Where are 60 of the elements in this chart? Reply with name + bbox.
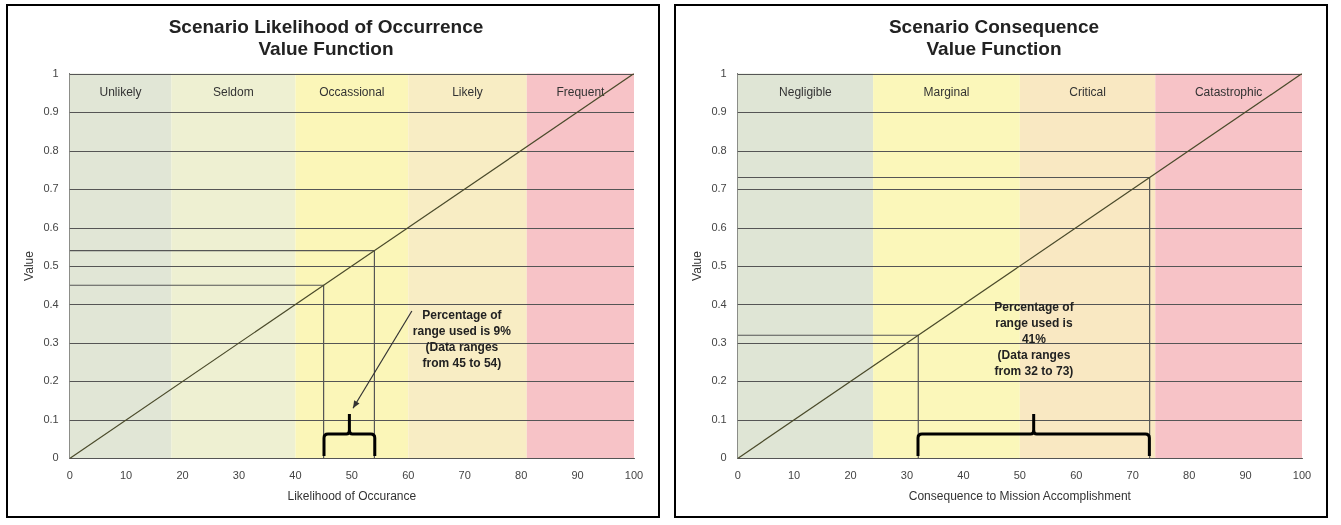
y-tick-label: 0.1 (711, 412, 727, 425)
y-tick-label: 1 (720, 66, 727, 79)
x-tick-label: 100 (1292, 469, 1312, 482)
chart-title: Scenario Consequence Value Function (888, 15, 1100, 60)
y-tick-label: 0.7 (711, 182, 727, 195)
x-axis-title: Likelihood of Occurance (287, 489, 417, 504)
x-tick-label: 40 (957, 469, 970, 482)
y-tick-label: 0.3 (43, 335, 59, 348)
x-tick-label: 40 (289, 469, 302, 482)
y-tick-label: 0.9 (43, 105, 59, 118)
y-tick-label: 0.4 (43, 297, 59, 310)
y-tick-label: 0 (720, 451, 727, 464)
y-tick-label: 0.6 (711, 220, 727, 233)
x-tick-label: 10 (120, 469, 133, 482)
y-tick-label: 0.5 (43, 259, 59, 272)
y-tick-label: 0.4 (711, 297, 727, 310)
y-tick-label: 1 (52, 66, 59, 79)
x-tick-label: 90 (571, 469, 584, 482)
x-tick-label: 70 (1126, 469, 1139, 482)
band-label: Negligible (779, 84, 833, 99)
band-label: Unlikely (99, 84, 142, 99)
y-tick-label: 0.8 (711, 143, 727, 156)
x-tick-label: 10 (788, 469, 801, 482)
band-label: Seldom (213, 84, 254, 99)
y-tick-label: 0.8 (43, 143, 59, 156)
x-tick-label: 60 (1070, 469, 1083, 482)
y-tick-label: 0 (52, 451, 59, 464)
x-tick-label: 50 (1013, 469, 1026, 482)
y-axis-title: Value (689, 250, 704, 281)
y-tick-label: 0.7 (43, 182, 59, 195)
band-label: Occassional (319, 84, 385, 99)
x-tick-label: 0 (734, 469, 741, 482)
x-tick-label: 80 (515, 469, 528, 482)
y-tick-label: 0.5 (711, 259, 727, 272)
band-label: Marginal (923, 84, 970, 99)
y-tick-label: 0.6 (43, 220, 59, 233)
x-tick-label: 60 (402, 469, 415, 482)
chart-title: Scenario Likelihood of Occurrence Value Function (168, 15, 484, 60)
x-tick-label: 30 (900, 469, 914, 482)
x-tick-label: 70 (458, 469, 471, 482)
x-tick-label: 80 (1183, 469, 1196, 482)
y-axis-title: Value (21, 250, 36, 281)
y-tick-label: 0.2 (711, 374, 727, 387)
x-tick-label: 0 (66, 469, 73, 482)
x-tick-label: 100 (624, 469, 644, 482)
x-tick-label: 50 (345, 469, 358, 482)
x-tick-label: 20 (176, 469, 189, 482)
x-tick-label: 20 (844, 469, 857, 482)
band-label: Likely (452, 84, 483, 99)
x-axis-title: Consequence to Mission Accomplishment (908, 489, 1132, 504)
y-tick-label: 0.9 (711, 105, 727, 118)
band-label: Catastrophic (1194, 84, 1263, 99)
y-tick-label: 0.1 (43, 412, 59, 425)
y-tick-label: 0.3 (711, 335, 727, 348)
band-label: Frequent (556, 84, 606, 99)
annotation: Percentage of range used is 9% (Data ranges from 45 to 54) (412, 308, 512, 371)
x-tick-label: 90 (1239, 469, 1252, 482)
x-tick-label: 30 (232, 469, 246, 482)
band-label: Critical (1069, 84, 1106, 99)
y-tick-label: 0.2 (43, 374, 59, 387)
